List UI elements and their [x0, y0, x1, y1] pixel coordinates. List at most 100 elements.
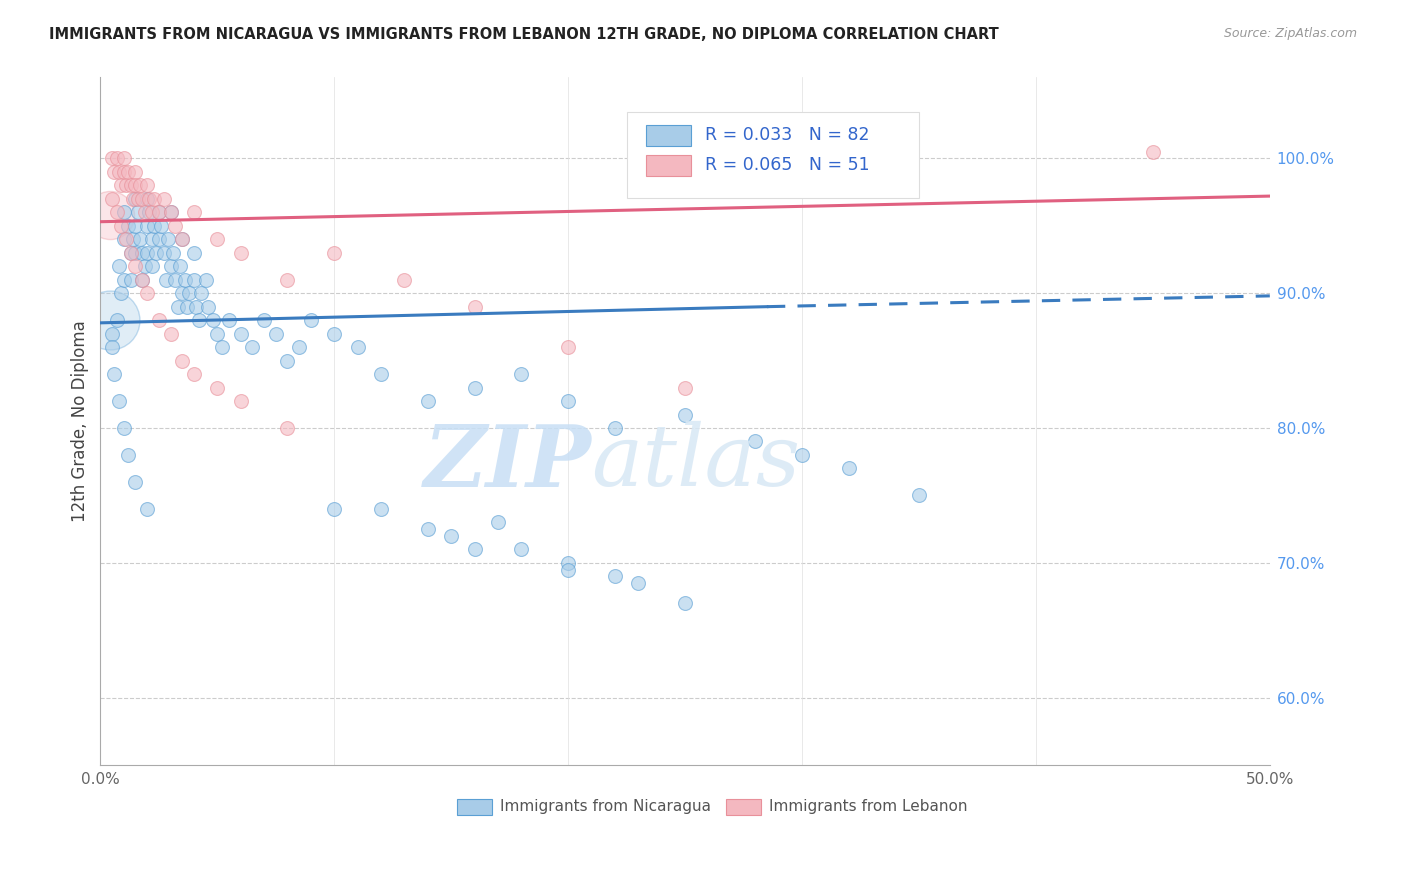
Point: [165, 219, 187, 233]
Point: [288, 340, 311, 354]
Point: [183, 245, 205, 260]
Point: [105, 313, 128, 327]
Point: [169, 259, 191, 273]
Point: [127, 205, 149, 219]
Point: [112, 205, 135, 219]
Point: [183, 367, 205, 381]
Point: [124, 192, 146, 206]
Point: [115, 178, 138, 193]
Point: [253, 313, 276, 327]
Point: [172, 286, 194, 301]
Point: [103, 367, 125, 381]
Text: Immigrants from Lebanon: Immigrants from Lebanon: [769, 799, 967, 814]
Point: [176, 300, 198, 314]
Point: [120, 178, 142, 193]
Point: [120, 245, 142, 260]
Point: [229, 245, 252, 260]
Point: [557, 340, 579, 354]
Point: [557, 394, 579, 409]
Point: [122, 232, 145, 246]
Point: [98, 313, 121, 327]
Point: [112, 273, 135, 287]
Point: [148, 313, 170, 327]
Point: [124, 245, 146, 260]
Text: Immigrants from Nicaragua: Immigrants from Nicaragua: [501, 799, 711, 814]
Point: [148, 232, 170, 246]
Point: [673, 408, 696, 422]
Point: [172, 232, 194, 246]
Point: [218, 313, 240, 327]
FancyBboxPatch shape: [725, 799, 761, 814]
Point: [112, 165, 135, 179]
Point: [143, 192, 166, 206]
Point: [127, 192, 149, 206]
Point: [187, 313, 209, 327]
Point: [136, 192, 159, 206]
Point: [159, 326, 181, 341]
Point: [165, 273, 187, 287]
Point: [744, 434, 766, 449]
FancyBboxPatch shape: [647, 125, 690, 145]
Point: [136, 219, 159, 233]
Point: [211, 340, 233, 354]
FancyBboxPatch shape: [457, 799, 492, 814]
Point: [186, 300, 208, 314]
Point: [134, 205, 156, 219]
Point: [790, 448, 813, 462]
Text: R = 0.065   N = 51: R = 0.065 N = 51: [704, 156, 869, 174]
Point: [141, 259, 163, 273]
Point: [131, 192, 153, 206]
Text: R = 0.033   N = 82: R = 0.033 N = 82: [704, 126, 869, 144]
Point: [103, 165, 125, 179]
Point: [136, 178, 159, 193]
Point: [134, 259, 156, 273]
Point: [150, 219, 173, 233]
Point: [370, 367, 392, 381]
Point: [131, 273, 153, 287]
Point: [440, 529, 463, 543]
Point: [117, 448, 139, 462]
Point: [510, 542, 533, 557]
Point: [124, 475, 146, 489]
Point: [143, 219, 166, 233]
Point: [129, 232, 152, 246]
Point: [159, 205, 181, 219]
Point: [152, 192, 174, 206]
Point: [673, 596, 696, 610]
Point: [159, 259, 181, 273]
Point: [229, 394, 252, 409]
Point: [229, 326, 252, 341]
Text: ZIP: ZIP: [423, 421, 592, 504]
Point: [264, 326, 287, 341]
Point: [416, 394, 439, 409]
Point: [207, 380, 229, 394]
Point: [197, 300, 219, 314]
Point: [242, 340, 264, 354]
Point: [148, 205, 170, 219]
Point: [276, 421, 298, 435]
Point: [464, 300, 486, 314]
Point: [172, 353, 194, 368]
Point: [486, 516, 509, 530]
Point: [108, 394, 131, 409]
Point: [101, 192, 124, 206]
FancyBboxPatch shape: [627, 112, 920, 198]
Point: [152, 245, 174, 260]
Point: [138, 205, 160, 219]
Point: [141, 205, 163, 219]
Point: [131, 273, 153, 287]
Point: [110, 219, 132, 233]
Point: [110, 178, 132, 193]
Point: [117, 165, 139, 179]
Point: [124, 259, 146, 273]
Point: [136, 286, 159, 301]
Point: [166, 300, 188, 314]
Point: [276, 273, 298, 287]
Point: [908, 488, 931, 502]
Point: [603, 421, 626, 435]
Point: [136, 245, 159, 260]
Point: [838, 461, 860, 475]
FancyBboxPatch shape: [647, 155, 690, 176]
Point: [159, 205, 181, 219]
Point: [464, 380, 486, 394]
